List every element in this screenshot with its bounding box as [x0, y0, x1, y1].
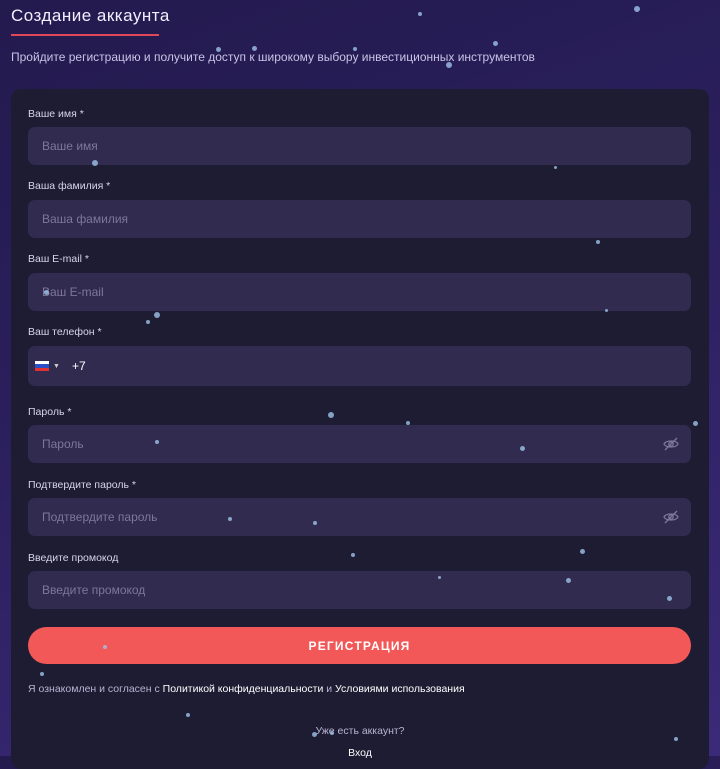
- star-particle: [351, 553, 355, 557]
- ru-flag-icon[interactable]: [35, 361, 49, 371]
- star-particle: [554, 166, 557, 169]
- star-particle: [312, 732, 317, 737]
- chevron-down-icon[interactable]: ▼: [53, 362, 60, 370]
- promo-input[interactable]: [40, 582, 644, 598]
- promo-label: Введите промокод: [28, 552, 119, 564]
- star-particle: [216, 47, 221, 52]
- first-name-field[interactable]: [28, 127, 691, 165]
- star-particle: [674, 737, 678, 741]
- password-label: Пароль *: [28, 406, 72, 418]
- password-input[interactable]: [40, 436, 644, 452]
- star-particle: [252, 46, 257, 51]
- first-name-input[interactable]: [40, 138, 644, 154]
- terms-of-use-link[interactable]: Условиями использования: [335, 683, 465, 695]
- star-particle: [44, 290, 49, 295]
- star-particle: [596, 240, 600, 244]
- terms-middle: и: [323, 683, 336, 695]
- terms-prefix: Я ознакомлен и согласен с: [28, 683, 163, 695]
- star-particle: [228, 517, 232, 521]
- last-name-label: Ваша фамилия *: [28, 180, 111, 192]
- phone-field[interactable]: ▼: [28, 346, 691, 386]
- star-particle: [446, 62, 452, 68]
- login-link[interactable]: Вход: [348, 747, 372, 759]
- star-particle: [313, 521, 317, 525]
- password-field[interactable]: [28, 425, 691, 463]
- privacy-policy-link[interactable]: Политикой конфиденциальности: [162, 683, 324, 695]
- star-particle: [520, 446, 525, 451]
- star-particle: [92, 160, 98, 166]
- confirm-password-field[interactable]: [28, 498, 691, 536]
- phone-input[interactable]: [69, 358, 674, 374]
- star-particle: [353, 47, 357, 51]
- have-account-text: Уже есть аккаунт?: [315, 725, 405, 737]
- eye-off-icon[interactable]: [663, 509, 679, 525]
- star-particle: [634, 6, 640, 12]
- promo-field[interactable]: [28, 571, 691, 609]
- terms-text: Я ознакомлен и согласен с Политикой конф…: [28, 682, 465, 697]
- star-particle: [40, 672, 44, 676]
- email-input[interactable]: [40, 284, 644, 300]
- register-button[interactable]: РЕГИСТРАЦИЯ: [28, 627, 691, 664]
- star-particle: [438, 576, 441, 579]
- star-particle: [328, 412, 334, 418]
- star-particle: [605, 309, 608, 312]
- last-name-field[interactable]: [28, 200, 691, 238]
- last-name-input[interactable]: [40, 211, 644, 227]
- star-particle: [330, 731, 334, 735]
- star-particle: [155, 440, 159, 444]
- star-particle: [566, 578, 571, 583]
- star-particle: [493, 41, 498, 46]
- star-particle: [693, 421, 698, 426]
- star-particle: [146, 320, 150, 324]
- first-name-label: Ваше имя *: [28, 108, 84, 120]
- confirm-password-label: Подтвердите пароль *: [28, 479, 137, 491]
- eye-off-icon[interactable]: [663, 436, 679, 452]
- title-underline: [11, 34, 159, 36]
- star-particle: [154, 312, 160, 318]
- email-field[interactable]: [28, 273, 691, 311]
- email-label: Ваш E-mail *: [28, 253, 89, 265]
- page-title: Создание аккаунта: [11, 6, 170, 25]
- star-particle: [418, 12, 422, 16]
- page-subtitle: Пройдите регистрацию и получите доступ к…: [11, 50, 535, 64]
- star-particle: [186, 713, 190, 717]
- star-particle: [580, 549, 585, 554]
- registration-card: Ваше имя * Ваша фамилия * Ваш E-mail * В…: [11, 89, 709, 769]
- confirm-password-input[interactable]: [40, 509, 644, 525]
- star-particle: [103, 645, 107, 649]
- star-particle: [667, 596, 672, 601]
- star-particle: [406, 421, 410, 425]
- phone-label: Ваш телефон *: [28, 326, 102, 338]
